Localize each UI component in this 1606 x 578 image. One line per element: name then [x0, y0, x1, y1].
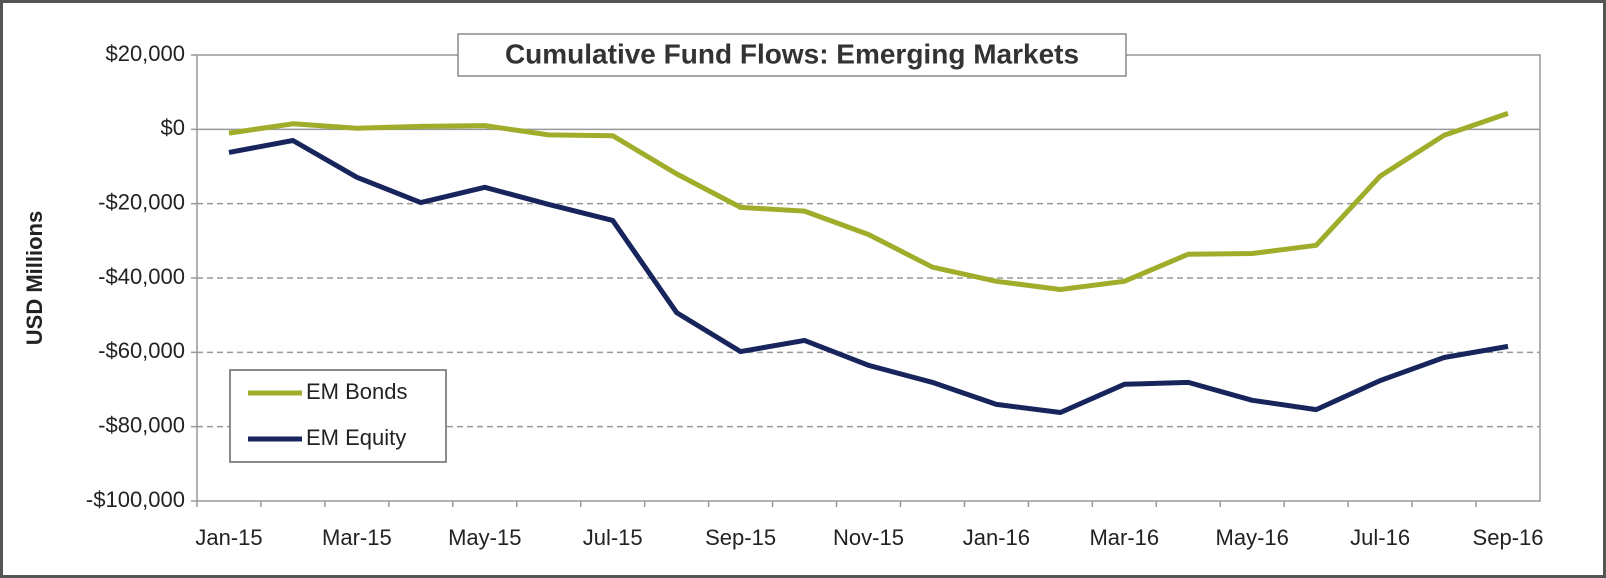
x-tick-label: May-16: [1216, 525, 1289, 550]
line-series: [228, 138, 1509, 415]
x-tick-label: Jan-16: [963, 525, 1030, 550]
y-tick-label: $20,000: [105, 41, 185, 66]
x-tick-label: Mar-16: [1089, 525, 1159, 550]
x-tick-label: Jan-15: [195, 525, 262, 550]
chart-title: Cumulative Fund Flows: Emerging Markets: [505, 38, 1079, 69]
line-series: [228, 111, 1509, 292]
x-tick-label: Jul-16: [1350, 525, 1410, 550]
x-tick-label: Sep-15: [705, 525, 776, 550]
x-tick-label: Nov-15: [833, 525, 904, 550]
legend-label: EM Bonds: [306, 379, 408, 404]
y-tick-label: $0: [161, 115, 185, 140]
x-tick-label: Jul-15: [583, 525, 643, 550]
y-tick-label: -$40,000: [98, 264, 185, 289]
y-axis-label: USD Millions: [22, 211, 47, 345]
y-tick-label: -$60,000: [98, 338, 185, 363]
y-tick-label: -$20,000: [98, 189, 185, 214]
x-tick-label: May-15: [448, 525, 521, 550]
x-tick-label: Sep-16: [1473, 525, 1544, 550]
y-tick-label: -$80,000: [98, 412, 185, 437]
x-tick-label: Mar-15: [322, 525, 392, 550]
y-tick-label: -$100,000: [86, 487, 185, 512]
title-box: [457, 33, 1127, 77]
legend-box: [229, 369, 447, 463]
legend-label: EM Equity: [306, 425, 406, 450]
